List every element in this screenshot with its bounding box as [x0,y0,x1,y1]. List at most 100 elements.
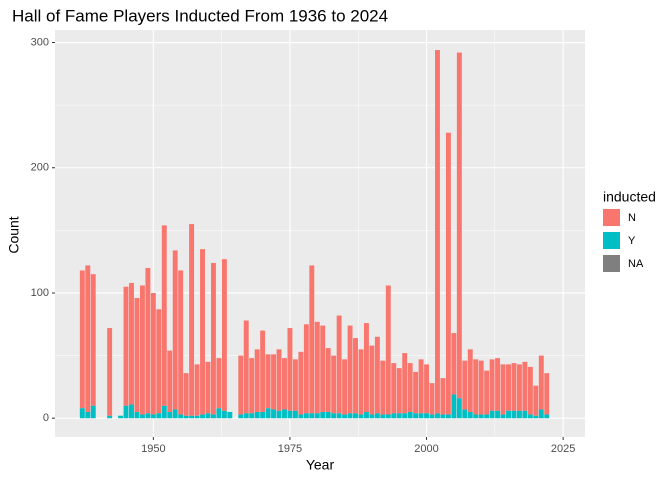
bar-segment [172,250,178,410]
bar-segment [216,408,222,419]
bar-segment [265,354,271,409]
bar-segment [506,410,511,419]
bar-segment [358,349,364,415]
bar-segment [336,413,342,419]
bar-segment [511,410,517,419]
legend-label: NA [628,258,644,270]
bar-segment [178,270,184,415]
bar-segment [473,414,479,419]
bar-segment [194,364,200,416]
bar-segment [238,414,244,419]
bar-segment [107,328,113,416]
bar-segment [210,262,216,415]
bar-segment [429,414,435,419]
bar-segment [462,360,468,410]
bar-segment [282,409,287,419]
bar-segment [189,224,195,416]
bar-segment [129,282,134,405]
bar-segment [183,415,189,419]
bar-segment [418,413,424,419]
bar-segment [511,363,517,411]
bar-segment [516,410,522,419]
bar-segment [254,349,260,412]
bar-segment [79,408,85,419]
bar-segment [544,414,550,419]
bar-segment [123,405,129,419]
bar-segment [156,309,162,414]
bar-segment [478,360,484,415]
bar-segment [145,267,151,414]
bar-segment [385,285,391,415]
bar-segment [314,413,320,419]
bar-segment [161,405,167,419]
bar-segment [418,359,424,414]
bar-segment [123,286,129,406]
bar-segment [407,411,413,419]
bar-segment [183,373,189,416]
bar-segment [363,323,369,412]
bar-segment [402,413,408,419]
legend-key [603,209,620,226]
bar-segment [413,413,419,419]
bar-segment [533,415,539,419]
bar-segment [200,249,205,415]
bar-segment [172,409,178,419]
bar-segment [424,364,430,414]
bar-segment [374,336,380,414]
bar-segment [380,360,386,415]
y-tick-label: 200 [31,162,49,174]
bar-segment [227,411,233,419]
bar-segment [331,355,337,414]
bar-segment [325,348,331,412]
bar-segment [358,414,364,419]
bar-segment [484,414,490,419]
bar-segment [271,409,277,419]
y-tick-label: 100 [31,287,49,299]
bar-segment [200,414,205,419]
bar-segment [276,349,282,411]
bar-segment [150,292,156,415]
x-tick-label: 2025 [551,443,575,455]
bar-segment [489,359,495,411]
bar-segment [243,320,249,414]
bar-segment [276,410,282,419]
bar-segment [331,413,337,419]
bar-segment [216,358,222,409]
bar-segment [254,411,260,419]
bar-segment [161,225,167,406]
legend-key [603,255,620,272]
bar-segment [167,350,173,412]
bar-segment [445,132,451,415]
legend-title: inducted [603,189,656,205]
bar-segment [391,363,397,414]
bar-segment [407,363,413,412]
bar-segment [451,394,457,419]
bar-segment [194,415,200,419]
bar-segment [303,413,309,419]
bar-segment [314,321,320,414]
bar-segment [435,50,440,414]
bar-segment [478,414,484,419]
bar-segment [440,378,446,415]
x-tick-label: 1975 [278,443,302,455]
bar-segment [260,330,266,412]
bar-segment [292,410,298,419]
bar-segment [260,411,266,419]
bar-segment [205,413,211,419]
bar-segment [396,368,402,414]
bar-segment [107,415,113,419]
legend-label: N [628,212,636,224]
bar-segment [429,383,435,415]
bar-segment [271,354,277,410]
bar-segment [336,315,342,414]
bar-segment [287,410,293,419]
bar-segment [287,328,293,411]
bar-segment [495,410,501,419]
bar-segment [424,413,430,419]
bar-segment [484,370,490,415]
legend-key [603,232,620,249]
bar-segment [210,414,216,419]
bar-segment [85,265,91,412]
bar-segment [516,364,522,411]
